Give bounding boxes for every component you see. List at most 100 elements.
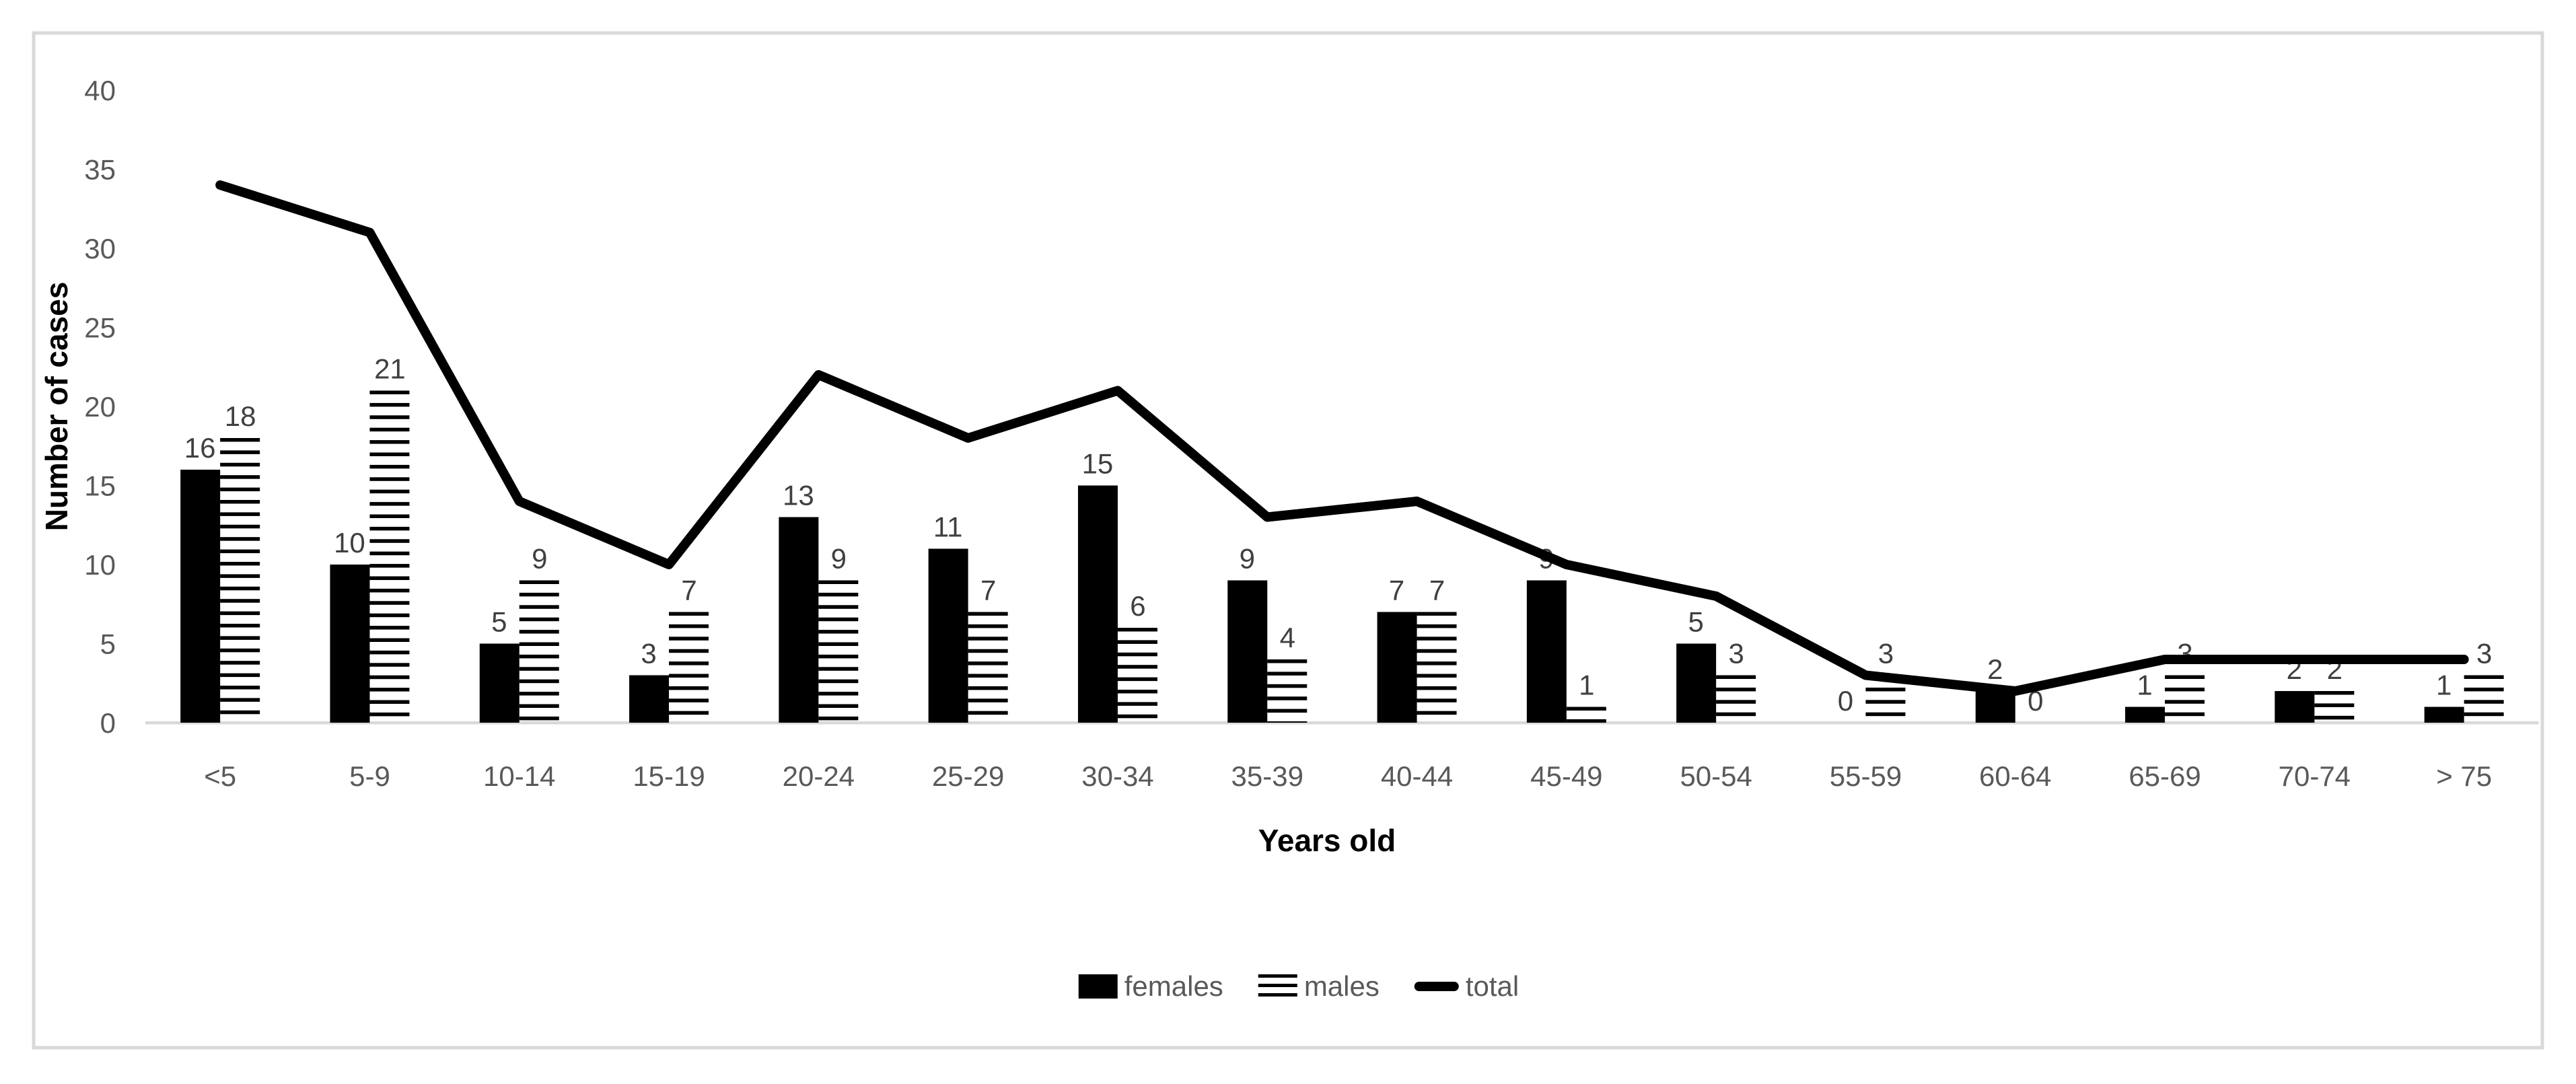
bar-males-stripe-1 — [369, 539, 410, 543]
data-label-males: 1 — [1579, 670, 1594, 701]
bar-females-14 — [2275, 691, 2315, 723]
total-line — [215, 180, 2469, 696]
bar-males-stripe-7 — [1267, 696, 1308, 700]
bar-males-stripe-7 — [1267, 659, 1308, 663]
bar-males-stripe-1 — [369, 452, 410, 456]
bar-males-stripe-15 — [2464, 687, 2504, 692]
data-label-females: 1 — [2137, 670, 2152, 701]
data-label-females: 0 — [1838, 685, 1853, 717]
bar-females-7 — [1227, 580, 1268, 723]
bar-males-stripe-13 — [2165, 712, 2205, 717]
bar-males-stripe-4 — [818, 605, 859, 609]
legend-label-females: females — [1124, 970, 1223, 1002]
bar-males-stripe-7 — [1267, 709, 1308, 713]
x-tick-label: <5 — [204, 760, 236, 792]
bar-females-5 — [928, 548, 968, 723]
bar-males-stripe-0 — [220, 686, 260, 690]
bar-males-stripe-4 — [818, 617, 859, 622]
bar-males-stripe-0 — [220, 562, 260, 566]
bar-males-stripe-5 — [968, 661, 1008, 665]
bar-males-stripe-1 — [369, 626, 410, 630]
data-label-males: 7 — [980, 575, 996, 606]
bar-males-stripe-4 — [818, 716, 859, 721]
x-tick-label: 10-14 — [483, 760, 555, 792]
bar-males-stripe-6 — [1117, 628, 1157, 632]
bar-males-stripe-1 — [369, 712, 410, 717]
bar-males-stripe-5 — [968, 686, 1008, 690]
bar-males-stripe-1 — [369, 427, 410, 432]
bar-males-stripe-0 — [220, 624, 260, 628]
bar-males-stripe-5 — [968, 711, 1008, 715]
x-tick-label: 65-69 — [2128, 760, 2201, 792]
data-label-females: 5 — [1688, 606, 1703, 638]
x-tick-label: 70-74 — [2279, 760, 2351, 792]
bar-males-stripe-1 — [369, 464, 410, 469]
bar-males-stripe-2 — [519, 679, 559, 684]
y-tick-label: 15 — [84, 470, 116, 502]
bar-males-stripe-4 — [818, 642, 859, 646]
y-tick-label: 20 — [84, 391, 116, 423]
bar-males-stripe-7 — [1267, 672, 1308, 676]
legend-label-total: total — [1465, 970, 1519, 1002]
bar-males-stripe-2 — [519, 642, 559, 646]
data-label-females: 13 — [783, 480, 814, 511]
chart-frame-border — [32, 31, 2544, 1050]
bar-males-stripe-6 — [1117, 690, 1157, 694]
bar-males-stripe-5 — [968, 674, 1008, 678]
bar-males-stripe-8 — [1417, 624, 1457, 628]
bar-males-stripe-1 — [369, 613, 410, 618]
bar-males-stripe-14 — [2314, 703, 2355, 707]
x-tick-label: 50-54 — [1680, 760, 1752, 792]
x-tick-label: 35-39 — [1231, 760, 1303, 792]
bar-males-stripe-0 — [220, 537, 260, 541]
x-axis-title: Years old — [1258, 823, 1396, 858]
bar-males-stripe-11 — [1865, 712, 1906, 717]
bar-males-stripe-10 — [1716, 712, 1756, 717]
data-label-females: 7 — [1389, 575, 1404, 606]
bar-males-stripe-8 — [1417, 661, 1457, 665]
bar-males-stripe-1 — [369, 415, 410, 419]
bar-males-stripe-1 — [369, 514, 410, 518]
data-label-males: 9 — [532, 543, 547, 575]
bar-males-stripe-2 — [519, 630, 559, 634]
bar-males-stripe-2 — [519, 605, 559, 609]
bar-males-stripe-1 — [369, 650, 410, 655]
bar-males-stripe-1 — [369, 663, 410, 667]
bar-males-stripe-10 — [1716, 675, 1756, 679]
y-tick-label: 35 — [84, 154, 116, 186]
bar-males-stripe-1 — [369, 588, 410, 593]
females-swatch-icon — [1078, 974, 1118, 999]
bar-males-stripe-1 — [369, 700, 410, 704]
y-tick-label: 5 — [100, 628, 116, 660]
chart-legend: females males total — [1078, 970, 1519, 1003]
bar-males-stripe-3 — [669, 686, 709, 690]
bar-males-stripe-10 — [1716, 700, 1756, 704]
bar-females-0 — [180, 470, 221, 723]
data-label-females: 2 — [1987, 653, 2003, 685]
legend-item-males: males — [1258, 970, 1380, 1003]
bar-males-stripe-3 — [669, 698, 709, 702]
bar-females-13 — [2125, 707, 2166, 723]
bar-females-9 — [1526, 580, 1567, 723]
bar-males-stripe-1 — [369, 688, 410, 692]
x-tick-label: 15-19 — [633, 760, 705, 792]
bar-males-stripe-9 — [1566, 719, 1606, 723]
data-label-females: 10 — [334, 527, 365, 558]
bar-males-stripe-6 — [1117, 640, 1157, 644]
bar-males-stripe-2 — [519, 580, 559, 584]
bar-males-stripe-1 — [369, 675, 410, 680]
bar-males-stripe-0 — [220, 673, 260, 678]
bar-males-stripe-0 — [220, 512, 260, 516]
bar-females-8 — [1377, 612, 1417, 723]
bar-males-stripe-0 — [220, 500, 260, 504]
bar-males-stripe-11 — [1865, 700, 1906, 704]
data-label-males: 3 — [2177, 638, 2192, 670]
y-axis-title: Number of cases — [39, 282, 74, 532]
bar-males-stripe-1 — [369, 564, 410, 568]
y-tick-label: 0 — [100, 707, 116, 739]
y-tick-label: 10 — [84, 549, 116, 581]
data-label-females: 11 — [933, 511, 963, 543]
bar-females-3 — [629, 675, 670, 723]
